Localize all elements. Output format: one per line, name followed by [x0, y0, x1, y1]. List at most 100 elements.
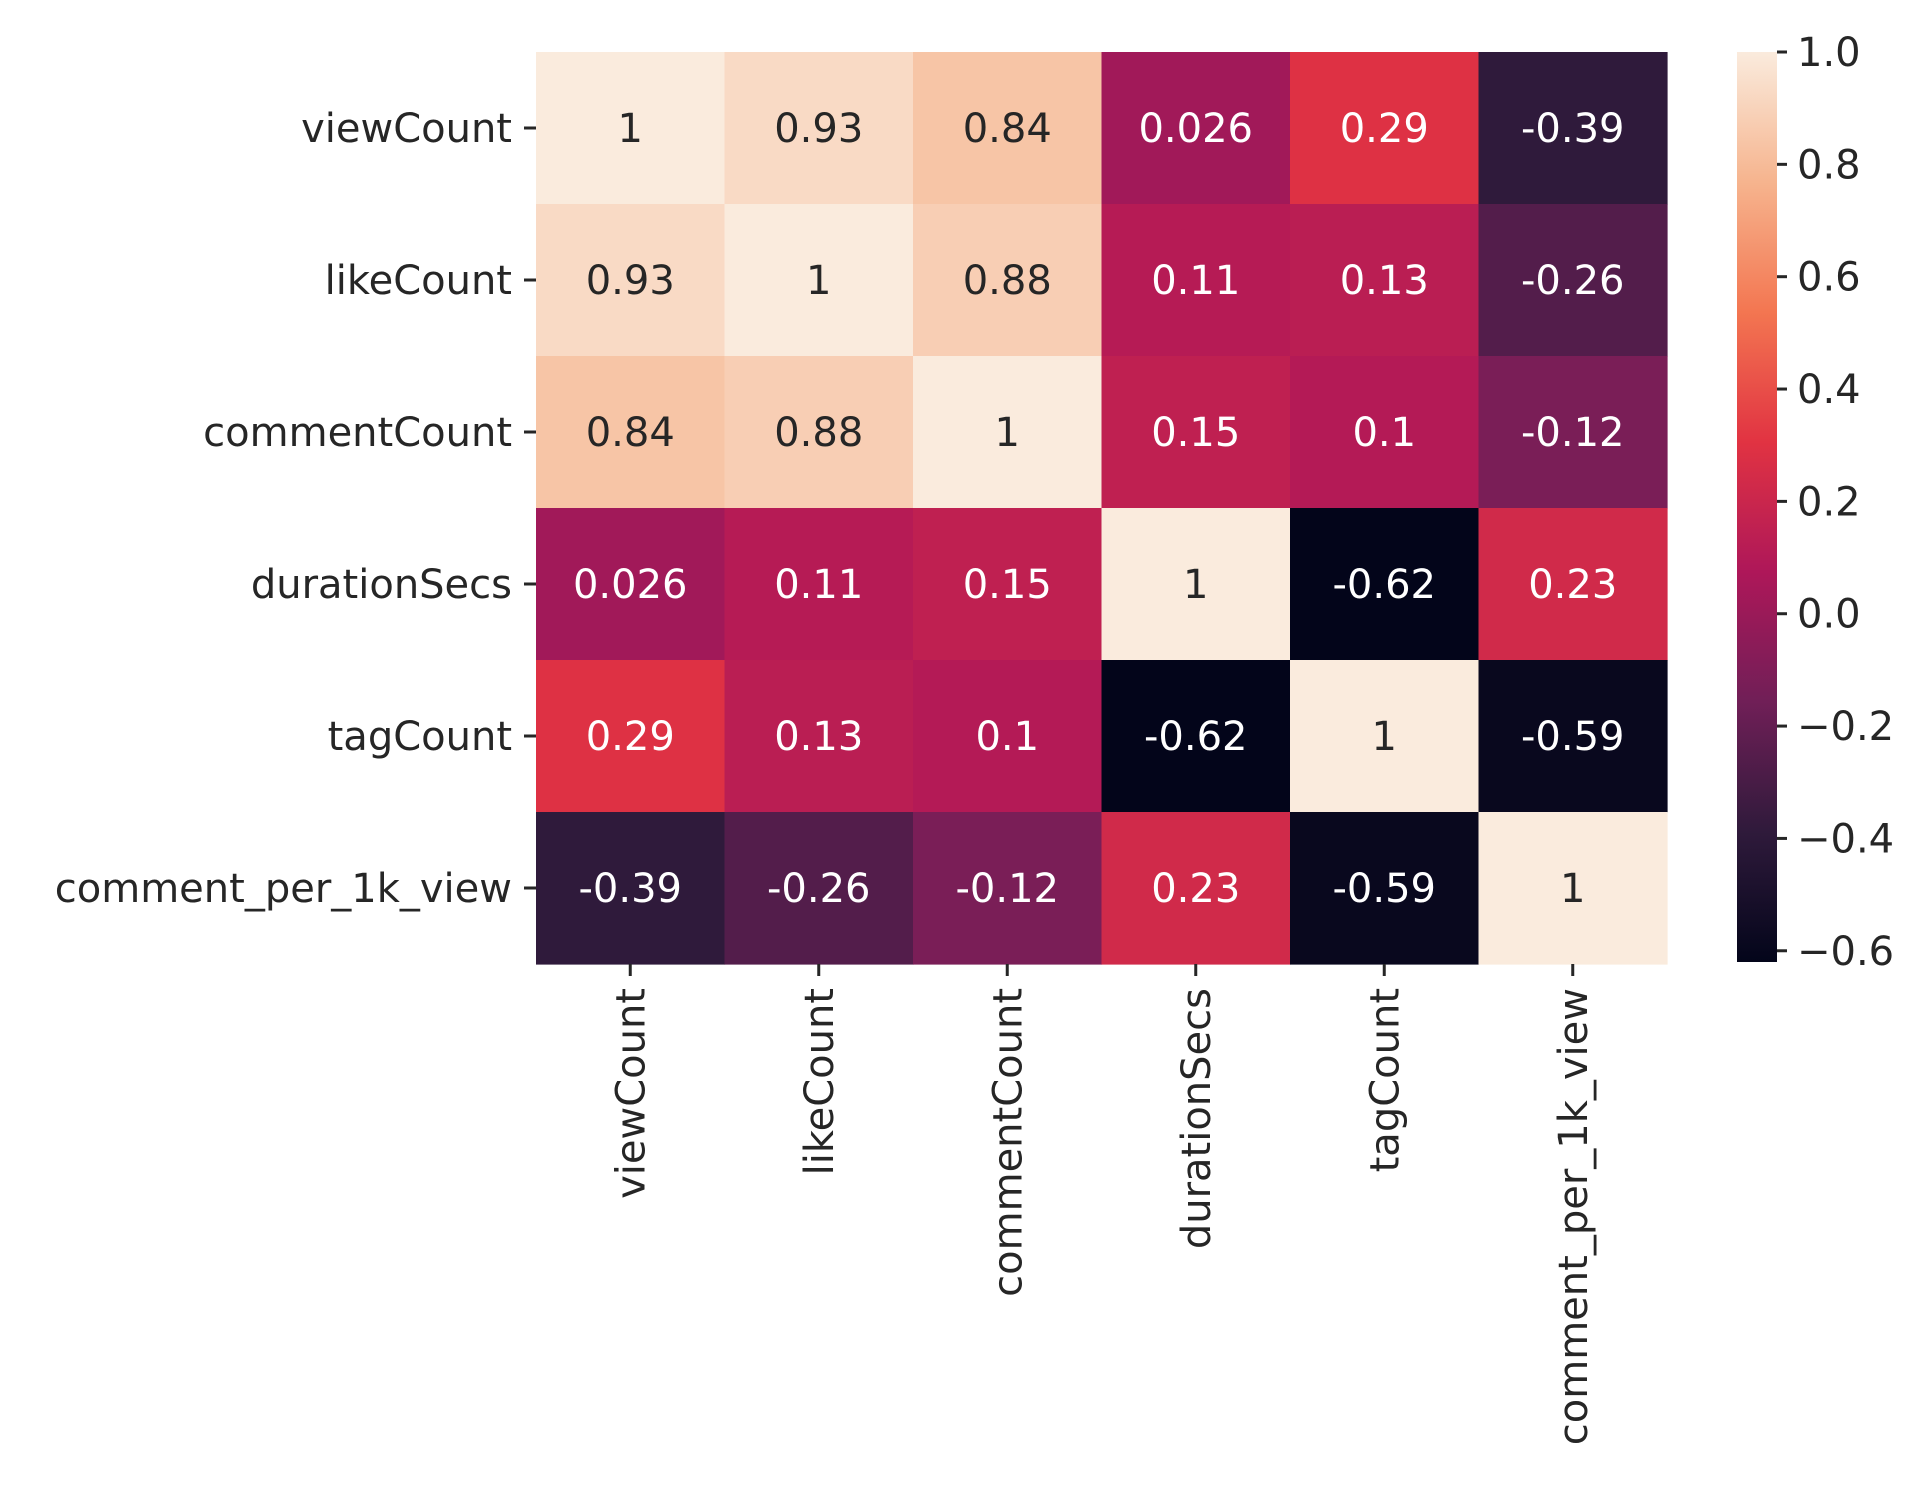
cell-value-label: -0.26: [767, 866, 871, 912]
cell-value-label: 0.84: [963, 106, 1052, 152]
cell-value-label: -0.62: [1333, 562, 1437, 608]
heatmap-cell: [913, 204, 1103, 357]
cell-value-label: 0.29: [1340, 106, 1429, 152]
y-axis: viewCount likeCount commentCount durationSe…: [55, 106, 536, 912]
heatmap-cell: [913, 52, 1103, 205]
cell-value-label: 0.13: [774, 714, 863, 760]
colorbar-tick-label: 0.6: [1797, 255, 1861, 301]
cell-value-label: 0.11: [774, 562, 863, 608]
heatmap-cell: [913, 356, 1103, 509]
heatmap-cell: [1290, 356, 1480, 509]
heatmap-cell: [724, 660, 914, 813]
colorbar-tick-label: 0.4: [1797, 367, 1861, 413]
cell-value-label: 0.23: [1528, 562, 1617, 608]
cell-value-label: 0.1: [975, 714, 1039, 760]
cell-value-label: 0.23: [1151, 866, 1240, 912]
heatmap-cell: [1101, 812, 1291, 965]
cell-value-label: 0.13: [1340, 258, 1429, 304]
x-tick-label: commentCount: [985, 988, 1031, 1297]
x-tick-label: comment_per_1k_view: [1551, 988, 1597, 1445]
cell-value-label: 0.026: [1138, 106, 1253, 152]
cell-value-label: 0.15: [1151, 410, 1240, 456]
heatmap-cell: [536, 204, 726, 357]
colorbar-tick-label: 0.0: [1797, 592, 1861, 638]
x-axis: viewCount likeCount commentCount durationSe…: [608, 964, 1597, 1445]
heatmap-cell: [1478, 356, 1668, 509]
y-tick-label: viewCount: [301, 106, 512, 152]
colorbar-tick-label: −0.4: [1797, 816, 1894, 862]
heatmap-cell: [724, 508, 914, 661]
cell-value-label: -0.62: [1144, 714, 1248, 760]
y-tick-label: comment_per_1k_view: [55, 866, 512, 912]
heatmap-cell: [913, 812, 1103, 965]
heatmap-cell: [1290, 812, 1480, 965]
heatmap-cell: [1478, 508, 1668, 661]
heatmap-cell: [1290, 508, 1480, 661]
cell-value-label: 1: [618, 106, 643, 152]
y-tick-label: likeCount: [325, 258, 512, 304]
cell-value-label: -0.39: [579, 866, 683, 912]
cell-value-label: 0.026: [573, 562, 688, 608]
heatmap-cell: [1101, 204, 1291, 357]
cell-value-label: 1: [1372, 714, 1397, 760]
heatmap-cell: [724, 356, 914, 509]
heatmap-cells: [536, 52, 1668, 965]
heatmap-cell: [724, 204, 914, 357]
heatmap-cell: [724, 812, 914, 965]
colorbar-gradient: [1737, 52, 1777, 962]
cell-value-label: 0.15: [963, 562, 1052, 608]
heatmap-cell: [536, 660, 726, 813]
heatmap-cell: [913, 660, 1103, 813]
y-tick-label: commentCount: [203, 410, 512, 456]
heatmap-cell: [1101, 508, 1291, 661]
cell-value-label: -0.12: [1521, 410, 1625, 456]
cell-value-label: 0.29: [586, 714, 675, 760]
cell-value-label: 0.93: [774, 106, 863, 152]
heatmap-cell: [1101, 660, 1291, 813]
colorbar-tick-label: 0.2: [1797, 479, 1861, 525]
heatmap-cell: [1101, 52, 1291, 205]
heatmap-cell: [913, 508, 1103, 661]
heatmap-cell: [1478, 660, 1668, 813]
x-tick-label: viewCount: [608, 988, 654, 1199]
heatmap-cell: [1290, 52, 1480, 205]
x-tick-label: tagCount: [1362, 988, 1408, 1172]
heatmap-cell: [1101, 356, 1291, 509]
heatmap-cell: [536, 508, 726, 661]
heatmap-cell: [1290, 204, 1480, 357]
heatmap-cell: [1478, 52, 1668, 205]
cell-value-label: 1: [1560, 866, 1585, 912]
cell-value-label: -0.12: [956, 866, 1060, 912]
cell-value-label: 1: [1183, 562, 1208, 608]
heatmap-cell: [1478, 204, 1668, 357]
y-tick-label: durationSecs: [251, 562, 512, 608]
cell-value-label: 0.11: [1151, 258, 1240, 304]
heatmap-cell: [536, 356, 726, 509]
cell-value-label: 0.93: [586, 258, 675, 304]
heatmap-cell: [1290, 660, 1480, 813]
colorbar-tick-label: 0.8: [1797, 142, 1861, 188]
heatmap-cell: [724, 52, 914, 205]
cell-value-label: 1: [995, 410, 1020, 456]
heatmap-annotations: 1 0.93 0.84 0.026 0.29 -0.390.93 1 0.88 0.11 0.13…: [573, 106, 1625, 912]
cell-value-label: -0.59: [1521, 714, 1625, 760]
colorbar-tick-label: 1.0: [1797, 30, 1861, 76]
cell-value-label: 0.1: [1352, 410, 1416, 456]
cell-value-label: -0.26: [1521, 258, 1625, 304]
x-tick-label: likeCount: [797, 988, 843, 1175]
heatmap-cell: [1478, 812, 1668, 965]
cell-value-label: -0.59: [1333, 866, 1437, 912]
cell-value-label: 0.84: [586, 410, 675, 456]
x-tick-label: durationSecs: [1174, 988, 1220, 1249]
cell-value-label: -0.39: [1521, 106, 1625, 152]
colorbar-tick-label: −0.6: [1797, 929, 1894, 975]
heatmap-cell: [536, 812, 726, 965]
heatmap-cell: [536, 52, 726, 205]
y-tick-label: tagCount: [328, 714, 512, 760]
cell-value-label: 0.88: [963, 258, 1052, 304]
colorbar-tick-label: −0.2: [1797, 704, 1894, 750]
cell-value-label: 1: [806, 258, 831, 304]
cell-value-label: 0.88: [774, 410, 863, 456]
